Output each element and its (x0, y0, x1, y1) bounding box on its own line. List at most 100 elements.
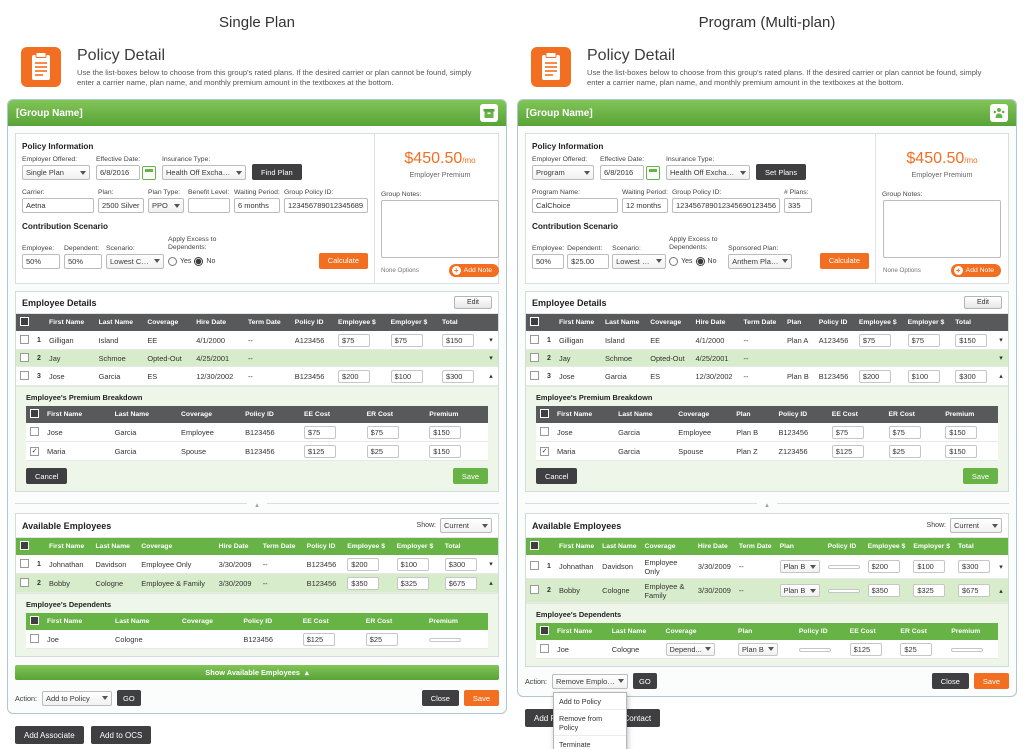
collapse-chevron-icon[interactable]: ▴ (247, 502, 267, 509)
edit-button[interactable]: Edit (963, 296, 1002, 309)
expand-chevron[interactable]: ▾ (484, 555, 498, 574)
row-checkbox[interactable] (20, 334, 29, 344)
row-checkbox[interactable] (20, 352, 29, 362)
cell-value-input[interactable]: $300 (441, 369, 474, 383)
benefit-level-input[interactable] (188, 198, 230, 213)
cell-value-input[interactable]: $25 (366, 444, 399, 458)
cell-value-input[interactable] (428, 637, 461, 642)
cell-value-input[interactable]: $100 (907, 369, 940, 383)
cell-value-input[interactable]: $125 (849, 642, 882, 656)
select-all-checkbox[interactable] (530, 541, 539, 550)
show-select[interactable]: Current (440, 518, 492, 533)
cell-value-input[interactable]: $200 (858, 369, 891, 383)
save-button[interactable]: Save (463, 690, 499, 706)
cell-value-input[interactable]: $350 (347, 576, 380, 590)
add-note-button[interactable]: + Add Note (950, 264, 1001, 277)
edit-button[interactable]: Edit (453, 296, 492, 309)
row-checkbox[interactable] (20, 370, 29, 380)
select-all-checkbox[interactable] (540, 409, 549, 418)
cell-value-input[interactable]: $75 (390, 333, 423, 347)
row-checkbox[interactable] (530, 370, 539, 380)
effective-date-input[interactable] (96, 165, 140, 180)
expand-chevron[interactable]: ▾ (484, 331, 498, 350)
cell-value-input[interactable]: $25 (888, 444, 921, 458)
expand-chevron[interactable]: ▾ (484, 349, 498, 367)
cell-value-input[interactable]: $150 (429, 444, 462, 458)
calculate-button[interactable]: Calculate (819, 252, 869, 269)
save-button[interactable]: Save (962, 468, 998, 484)
row-checkbox[interactable] (20, 558, 29, 568)
select-all-checkbox[interactable] (20, 317, 29, 326)
yes-radio[interactable] (168, 256, 177, 266)
action-select[interactable]: Remove Employee (551, 673, 628, 689)
group-notes-textarea[interactable] (381, 200, 499, 258)
waiting-period-input[interactable] (622, 198, 668, 213)
cell-value-input[interactable]: $150 (429, 425, 462, 439)
cell-value-input[interactable]: $300 (955, 369, 988, 383)
expand-chevron[interactable]: ▴ (994, 366, 1008, 386)
row-checkbox[interactable] (530, 334, 539, 344)
menu-item-remove-from-policy[interactable]: Remove from Policy (554, 710, 626, 736)
cell-value-input[interactable]: $350 (867, 584, 900, 597)
calculate-button[interactable]: Calculate (318, 252, 368, 269)
select-all-checkbox[interactable] (530, 317, 539, 326)
employer-offered-select[interactable]: Program (532, 165, 594, 180)
save-button[interactable]: Save (452, 468, 488, 484)
close-button[interactable]: Close (931, 673, 969, 689)
carrier-input[interactable] (22, 198, 94, 213)
effective-date-input[interactable] (600, 165, 644, 180)
cell-value-input[interactable]: $75 (907, 333, 940, 347)
collapse-chevron-icon[interactable]: ▴ (757, 502, 777, 509)
insurance-type-select[interactable]: Health Off Exchange (666, 165, 750, 180)
action-select[interactable]: Add to Policy (41, 690, 112, 706)
set-plans-button[interactable]: Set Plans (756, 164, 807, 180)
cell-value-input[interactable]: $150 (945, 425, 978, 439)
add-associate-button[interactable]: Add Associate (15, 726, 84, 744)
num-plans-input[interactable] (784, 198, 812, 213)
cell-value-input[interactable]: $75 (338, 333, 370, 347)
cell-value-input[interactable]: $75 (303, 425, 336, 439)
expand-chevron[interactable]: ▴ (484, 366, 498, 386)
scenario-select[interactable]: Lowest Cost (612, 253, 667, 269)
waiting-period-input[interactable] (234, 198, 280, 213)
expand-chevron[interactable]: ▴ (994, 578, 1008, 603)
plan-input[interactable] (98, 198, 144, 213)
cell-value-input[interactable]: $200 (867, 560, 900, 573)
plan-type-select[interactable]: PPO (148, 198, 184, 213)
expand-chevron[interactable]: ▾ (994, 331, 1008, 350)
cell-value-input[interactable]: $25 (365, 632, 398, 646)
row-checkbox[interactable] (540, 426, 549, 436)
select-all-checkbox[interactable] (540, 626, 549, 635)
cell-value-input[interactable]: $200 (338, 369, 370, 383)
cell-select[interactable]: Plan B (737, 642, 778, 656)
menu-item-terminate-employee[interactable]: Terminate Employee (554, 736, 626, 749)
calendar-icon[interactable] (646, 165, 660, 180)
group-notes-textarea[interactable] (883, 200, 1001, 258)
row-checkbox[interactable] (540, 643, 549, 653)
cell-value-input[interactable] (798, 647, 831, 652)
insurance-type-select[interactable]: Health Off Exchange (162, 165, 246, 180)
select-all-checkbox[interactable] (20, 541, 29, 550)
no-radio[interactable] (695, 256, 705, 266)
save-button[interactable]: Save (973, 673, 1009, 689)
cancel-button[interactable]: Cancel (26, 468, 68, 484)
select-all-checkbox[interactable] (30, 409, 39, 418)
row-checkbox[interactable] (20, 577, 29, 587)
expand-chevron[interactable]: ▾ (994, 349, 1008, 367)
expand-chevron[interactable]: ▴ (484, 573, 498, 593)
dependent-contribution-input[interactable] (64, 253, 102, 269)
row-checkbox[interactable] (30, 426, 39, 436)
cancel-button[interactable]: Cancel (536, 468, 578, 484)
cell-value-input[interactable] (827, 565, 860, 569)
group-policy-id-input[interactable] (284, 198, 368, 213)
cell-value-input[interactable]: $100 (913, 560, 946, 573)
cell-value-input[interactable]: $150 (945, 444, 978, 458)
cell-value-input[interactable] (827, 589, 860, 593)
menu-item-add-to-policy[interactable]: Add to Policy (554, 693, 626, 710)
cell-value-input[interactable]: $325 (396, 576, 429, 590)
group-policy-id-input[interactable] (672, 198, 780, 213)
sponsored-plan-select[interactable]: Anthem Plan B (728, 253, 793, 269)
cell-value-input[interactable]: $200 (347, 557, 380, 571)
expand-chevron[interactable]: ▾ (994, 555, 1008, 579)
cell-value-input[interactable]: $125 (303, 444, 336, 458)
